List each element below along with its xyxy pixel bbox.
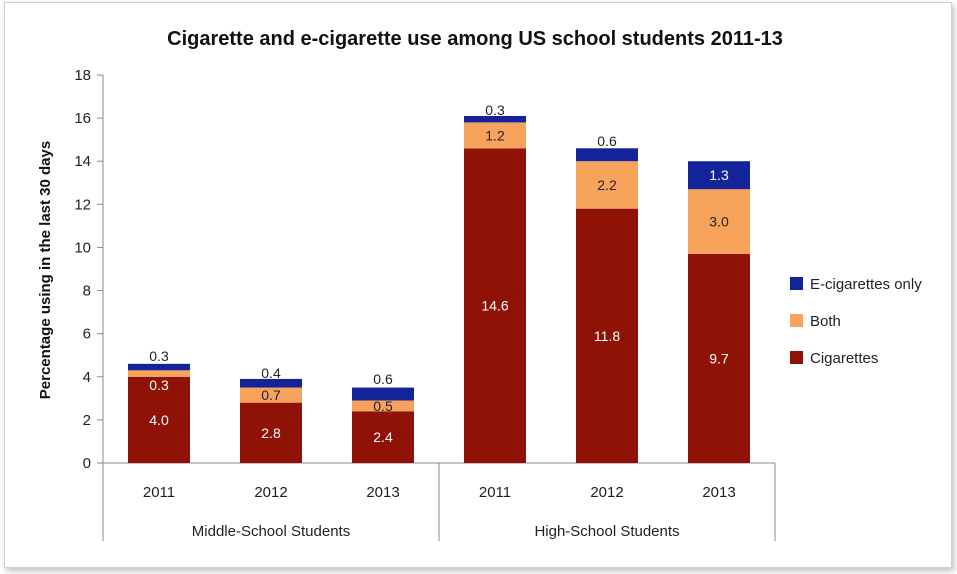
bar-segment [128, 363, 190, 371]
legend-swatch [790, 351, 803, 364]
bar-segment [576, 208, 638, 463]
data-label: 2.4 [373, 429, 393, 445]
bar-segment [240, 378, 302, 388]
data-label: 0.6 [373, 371, 393, 387]
bar-segment [688, 189, 750, 254]
y-tick-label: 4 [83, 369, 91, 386]
y-tick-label: 18 [74, 67, 91, 84]
data-label: 14.6 [481, 298, 508, 314]
data-label: 0.3 [485, 102, 505, 118]
x-tick-label: 2011 [479, 484, 511, 501]
chart-title: Cigarette and e-cigarette use among US s… [167, 28, 783, 50]
data-label: 0.6 [597, 133, 617, 149]
group-label: High-School Students [534, 523, 679, 540]
data-label: 0.3 [149, 377, 169, 393]
y-tick-label: 6 [83, 326, 91, 343]
data-label: 2.8 [261, 425, 281, 441]
bar-segment [464, 122, 526, 149]
bar-segment [576, 161, 638, 209]
legend-label: E-cigarettes only [810, 276, 922, 293]
y-tick-label: 16 [74, 110, 91, 127]
bar-segment [688, 253, 750, 463]
y-tick-label: 12 [74, 196, 91, 213]
data-label: 2.2 [597, 177, 617, 193]
data-label: 9.7 [709, 350, 729, 366]
x-tick-label: 2013 [702, 484, 735, 501]
bar-segment [128, 370, 190, 377]
bar-segment [128, 376, 190, 463]
data-label: 0.3 [149, 348, 169, 364]
x-tick-label: 2013 [366, 484, 399, 501]
data-label: 4.0 [149, 412, 169, 428]
legend-label: Both [810, 313, 841, 330]
y-tick-label: 8 [83, 283, 91, 300]
x-tick-label: 2011 [143, 484, 175, 501]
legend-label: Cigarettes [810, 350, 878, 367]
data-label: 3.0 [709, 214, 729, 230]
y-tick-label: 14 [74, 153, 91, 170]
bar-segment [464, 115, 526, 123]
data-label: 1.3 [709, 167, 729, 183]
y-axis-title: Percentage using in the last 30 days [37, 141, 54, 399]
data-label: 0.4 [261, 365, 281, 381]
bar-segment [352, 387, 414, 401]
legend-swatch [790, 314, 803, 327]
data-label: 11.8 [594, 328, 620, 344]
bar-segment [352, 411, 414, 463]
bar-segment [352, 400, 414, 412]
y-tick-label: 0 [83, 455, 91, 472]
x-tick-label: 2012 [254, 484, 287, 501]
data-label: 1.2 [485, 127, 505, 143]
bar-segment [240, 402, 302, 463]
y-tick-label: 2 [83, 412, 91, 429]
group-label: Middle-School Students [192, 523, 350, 540]
x-tick-label: 2012 [590, 484, 623, 501]
data-label: 0.7 [261, 387, 281, 403]
bar-segment [688, 161, 750, 190]
legend-swatch [790, 277, 803, 290]
y-tick-label: 10 [74, 239, 91, 256]
data-label: 0.5 [373, 398, 393, 414]
bar-segment [576, 148, 638, 162]
bar-segment [464, 148, 526, 464]
bar-segment [240, 387, 302, 403]
